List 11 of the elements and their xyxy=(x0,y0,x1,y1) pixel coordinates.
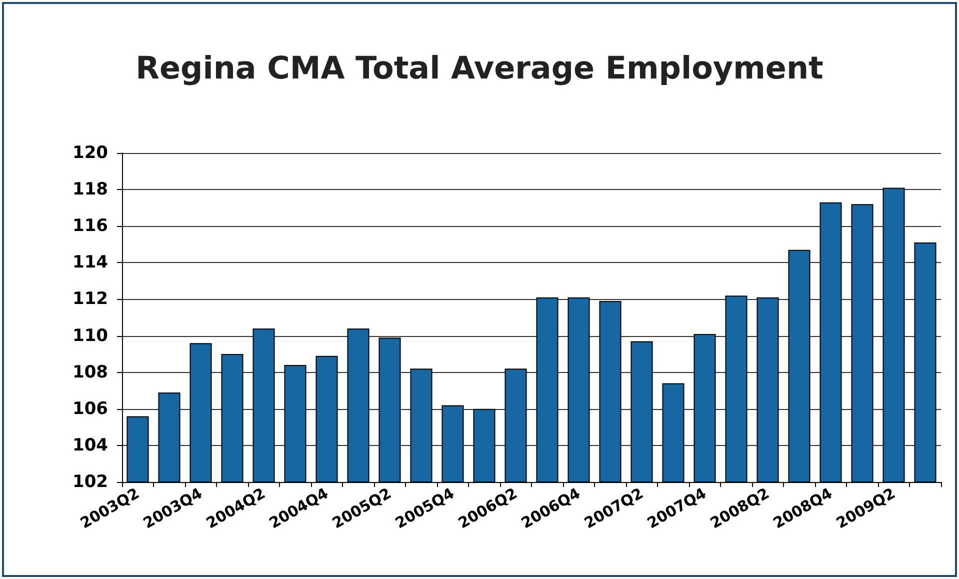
y-tick-label: 102 xyxy=(72,472,108,492)
y-tick-label: 108 xyxy=(72,362,108,382)
y-tick-label: 104 xyxy=(72,435,108,456)
y-tick-label: 116 xyxy=(72,216,108,236)
chart-title: Regina CMA Total Average Employment xyxy=(136,50,824,86)
y-tick-label: 120 xyxy=(72,143,108,163)
y-tick-label: 118 xyxy=(72,180,108,200)
y-tick-label: 110 xyxy=(72,326,108,346)
y-tick-label: 106 xyxy=(72,398,108,419)
y-tick-label: 114 xyxy=(72,252,108,273)
y-tick-label: 112 xyxy=(72,289,108,310)
